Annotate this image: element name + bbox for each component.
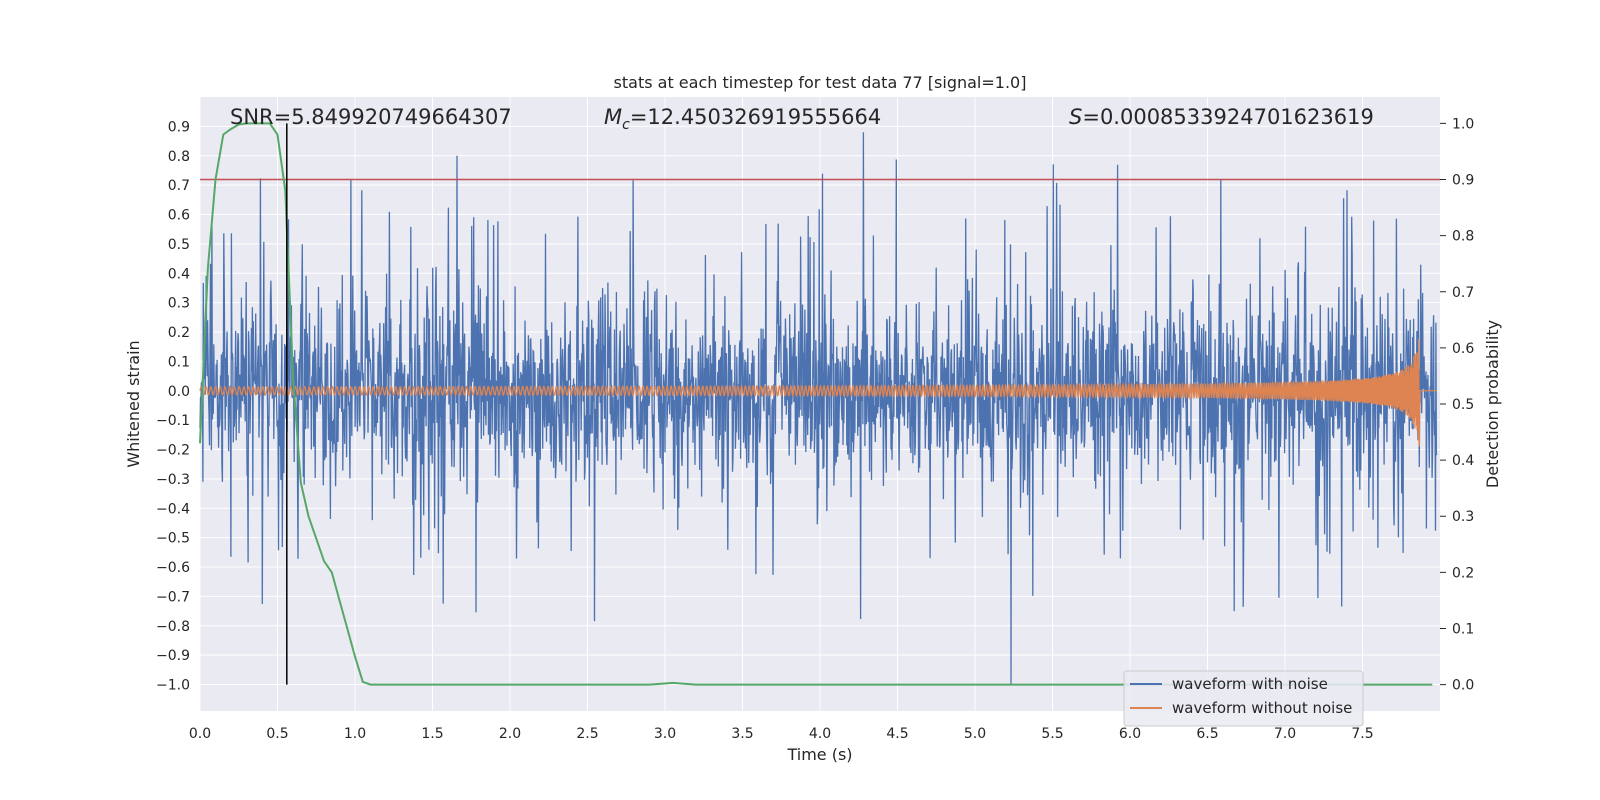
x-tick-label: 0.5 [266, 726, 288, 742]
y-tick-label: −0.7 [156, 589, 190, 605]
x-tick-label: 7.0 [1274, 726, 1296, 742]
noisy-waveform-line [199, 132, 1438, 685]
y-tick-label: −0.3 [156, 472, 190, 488]
y2-tick-label: 0.4 [1452, 453, 1474, 469]
y-ticks-right: 1.0 0.9 0.8 0.7 0.6 0.5 0.4 0.3 0.2 0.1 0.0 [1440, 116, 1474, 694]
y-tick-label: −0.8 [156, 619, 190, 635]
x-tick-label: 7.5 [1351, 726, 1373, 742]
probability-line [199, 122, 1433, 686]
noisy-waveform [199, 132, 1438, 685]
y2-tick-label: 0.8 [1452, 229, 1474, 245]
y2-tick-label: 0.5 [1452, 397, 1474, 413]
y-tick-label: 0.2 [168, 325, 190, 341]
legend-box [1123, 670, 1364, 727]
x-tick-label: 1.0 [344, 726, 366, 742]
y2-tick-label: 0.0 [1452, 678, 1474, 694]
x-tick-label: 4.0 [809, 726, 831, 742]
y-tick-label: −0.4 [156, 501, 190, 517]
x-tick-label: 1.5 [421, 726, 443, 742]
chirp-mass-annotation: Mc=12.450326919555664 [604, 105, 881, 133]
y-tick-label: 0.6 [168, 208, 190, 224]
x-tick-label: 2.0 [499, 726, 521, 742]
y-tick-label: 0.3 [168, 296, 190, 312]
probability-layer [199, 122, 1433, 686]
legend: waveform with noise waveform without noi… [1123, 670, 1364, 727]
x-tick-label: 3.0 [654, 726, 676, 742]
y-axis-label: Whitened strain [124, 340, 143, 467]
clean-waveform-line [199, 338, 1437, 447]
y-tick-label: −0.2 [156, 443, 190, 459]
legend-label-noisy: waveform with noise [1172, 675, 1328, 693]
y2-tick-label: 0.7 [1452, 285, 1474, 301]
y-tick-label: 0.4 [168, 266, 190, 282]
x-tick-label: 0.0 [189, 726, 211, 742]
x-tick-label: 6.5 [1196, 726, 1218, 742]
y-tick-label: 0.9 [168, 119, 190, 135]
x-tick-label: 4.5 [886, 726, 908, 742]
y-tick-label: −1.0 [156, 678, 190, 694]
legend-label-clean: waveform without noise [1172, 699, 1352, 717]
y-tick-label: −0.9 [156, 648, 190, 664]
chirp-mass-subscript: c [622, 117, 630, 133]
y2-tick-label: 0.1 [1452, 621, 1474, 637]
y2-tick-label: 0.6 [1452, 341, 1474, 357]
y2-tick-label: 0.9 [1452, 173, 1474, 189]
y-tick-label: 0.0 [168, 384, 190, 400]
y-tick-label: −0.6 [156, 560, 190, 576]
x-ticks: 0.0 0.5 1.0 1.5 2.0 2.5 3.0 3.5 4.0 4.5 5.0 5.5 6.0 6… [189, 726, 1374, 742]
x-tick-label: 5.5 [1041, 726, 1063, 742]
y-tick-label: −0.1 [156, 413, 190, 429]
x-tick-label: 2.5 [576, 726, 598, 742]
x-tick-label: 6.0 [1119, 726, 1141, 742]
y2-tick-label: 0.3 [1452, 509, 1474, 525]
statistic-value: =0.0008533924701623619 [1082, 105, 1374, 129]
y-tick-label: 0.7 [168, 178, 190, 194]
y2-tick-label: 1.0 [1452, 116, 1474, 132]
y-tick-label: 0.5 [168, 237, 190, 253]
y-ticks-left: 0.9 0.8 0.7 0.6 0.5 0.4 0.3 0.2 0.1 0.0 −0.1 −0.2 −0… [156, 119, 190, 693]
x-tick-label: 3.5 [731, 726, 753, 742]
chart-title: stats at each timestep for test data 77 … [614, 73, 1027, 92]
y-tick-label: 0.8 [168, 149, 190, 165]
chirp-mass-symbol: M [604, 105, 622, 129]
y2-axis-label: Detection probability [1483, 320, 1502, 488]
statistic-annotation: S=0.0008533924701623619 [1069, 105, 1374, 129]
chirp-mass-value: =12.450326919555664 [630, 105, 881, 129]
y-tick-label: −0.5 [156, 531, 190, 547]
y-tick-label: 0.1 [168, 354, 190, 370]
x-axis-label: Time (s) [786, 745, 852, 764]
y2-tick-label: 0.2 [1452, 565, 1474, 581]
x-tick-label: 5.0 [964, 726, 986, 742]
clean-waveform [199, 338, 1437, 447]
statistic-symbol: S [1069, 105, 1082, 129]
snr-annotation: SNR=5.849920749664307 [230, 105, 512, 129]
